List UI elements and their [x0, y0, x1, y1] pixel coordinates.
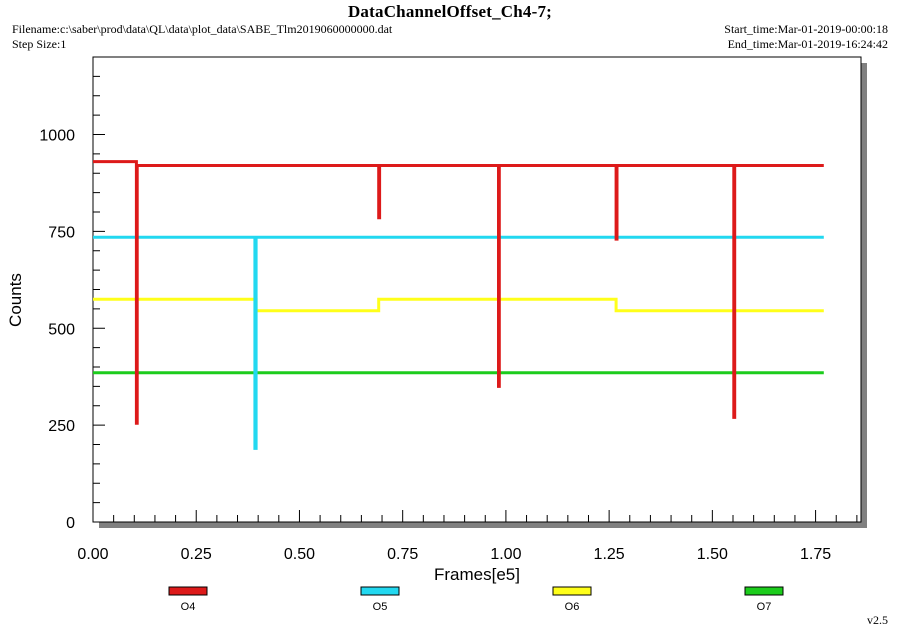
y-tick-label: 500: [48, 321, 75, 338]
x-axis-label: Frames[e5]: [434, 565, 520, 584]
chart-title: DataChannelOffset_Ch4-7;: [347, 2, 553, 21]
series-lines: [93, 160, 824, 450]
plot-area: [92, 56, 862, 523]
series-line-o4: [93, 160, 824, 425]
legend-swatch-o6: [552, 586, 592, 596]
legend-swatch-o5: [360, 586, 400, 596]
version-label: v2.5: [867, 613, 888, 627]
legend-label-o4: O4: [181, 601, 196, 613]
step-size-label: Step Size:1: [12, 37, 67, 51]
y-tick-label: 0: [66, 515, 75, 532]
x-tick-label: 1.75: [800, 546, 831, 563]
y-tick-label: 250: [48, 418, 75, 435]
x-tick-labels: 0.00 0.25 0.50 0.75 1.00 1.25 1.50 1.75: [77, 546, 831, 563]
series-line-o5: [93, 235, 824, 450]
legend-label-o6: O6: [565, 601, 580, 613]
x-tick-label: 0.25: [181, 546, 212, 563]
start-time-label: Start_time:Mar-01-2019-00:00:18: [724, 22, 888, 36]
filename-label: Filename:c:\saber\prod\data\QL\data\plot…: [12, 22, 393, 36]
legend-label-o7: O7: [757, 601, 772, 613]
y-tick-label: 1000: [39, 128, 75, 145]
x-tick-label: 0.75: [387, 546, 418, 563]
x-axis-ticks: [92, 510, 858, 522]
y-axis-label: Counts: [6, 273, 25, 327]
x-tick-label: 1.25: [594, 546, 625, 563]
y-tick-labels: 0 250 500 750 1000: [39, 128, 75, 533]
end-time-label: End_time:Mar-01-2019-16:24:42: [727, 37, 888, 51]
legend-label-o5: O5: [373, 601, 388, 613]
x-tick-label: 0.50: [284, 546, 315, 563]
x-tick-label: 1.00: [490, 546, 521, 563]
y-axis-ticks: [93, 56, 105, 523]
x-tick-label: 0.00: [77, 546, 108, 563]
x-tick-label: 1.50: [697, 546, 728, 563]
y-tick-label: 750: [48, 224, 75, 241]
legend-swatch-o4: [168, 586, 208, 596]
legend: O4 O5 O6 O7: [168, 586, 784, 613]
legend-swatch-o7: [744, 586, 784, 596]
